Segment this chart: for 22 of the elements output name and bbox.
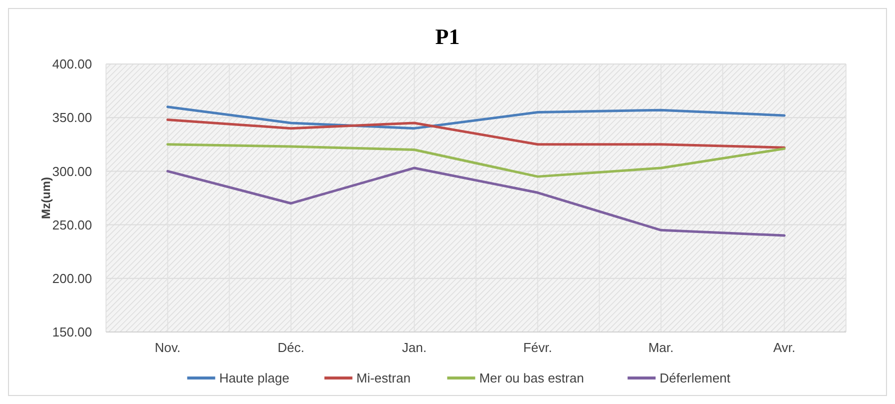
y-tick-label: 200.00 <box>52 270 92 286</box>
x-tick-label: Avr. <box>773 340 796 355</box>
y-tick-label: 300.00 <box>52 164 92 179</box>
line-series <box>166 166 786 237</box>
y-tick-label: 350.00 <box>52 110 92 126</box>
x-tick-label: Déc. <box>278 340 304 355</box>
legend-label: Déferlement <box>660 370 731 386</box>
x-tick-label: Mar. <box>648 340 674 355</box>
y-tick-label: 250.00 <box>52 217 92 232</box>
line-series <box>166 118 786 149</box>
line-series <box>166 143 786 178</box>
legend-label: Mer ou bas estran <box>479 370 584 386</box>
y-tick-label: 400.00 <box>52 56 92 72</box>
x-tick-label: Jan. <box>402 340 427 355</box>
x-tick-label: Févr. <box>523 340 552 355</box>
legend-label: Haute plage <box>219 370 290 386</box>
y-axis-title: Mz(um) <box>39 177 53 219</box>
chart-title: P1 <box>435 24 460 49</box>
legend-label: Mi-estran <box>356 370 411 386</box>
y-tick-label: 150.00 <box>52 324 92 340</box>
line-series <box>166 106 786 130</box>
x-tick-label: Nov. <box>154 340 181 355</box>
